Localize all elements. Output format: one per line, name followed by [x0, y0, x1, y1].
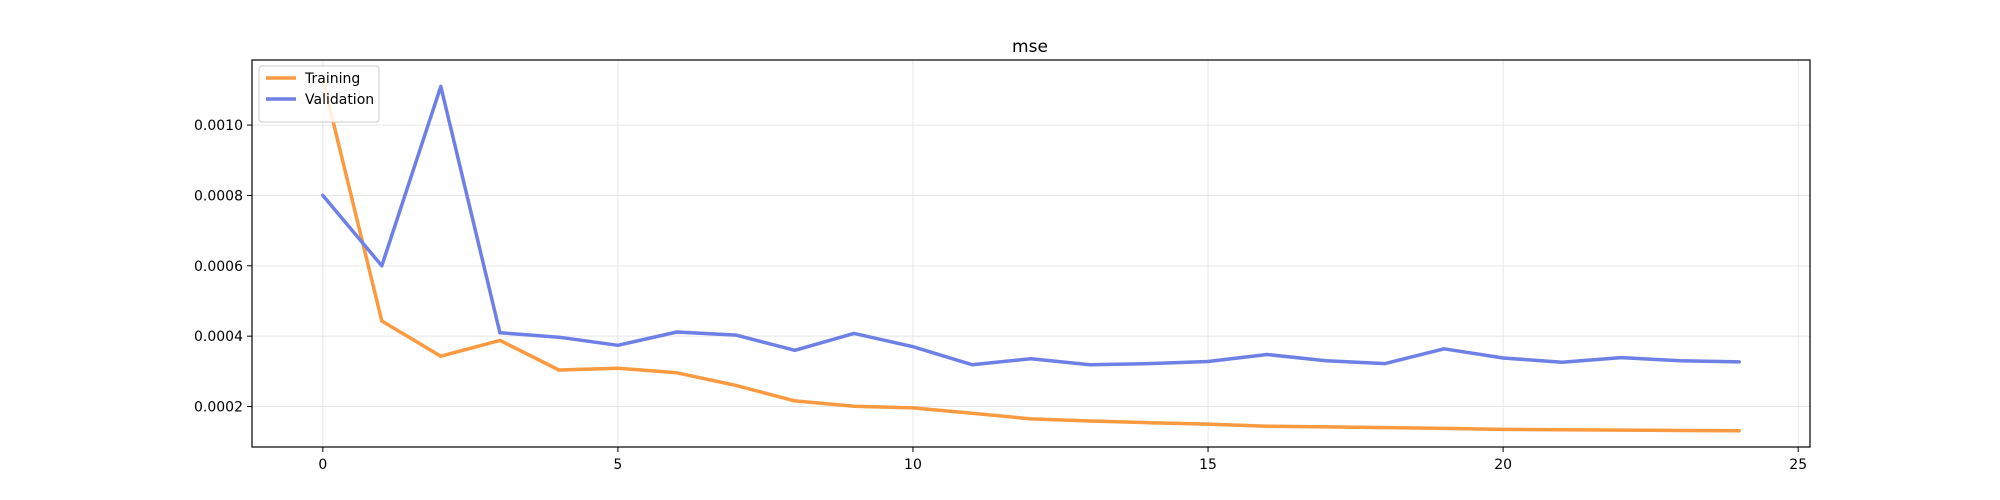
legend-box — [258, 65, 380, 123]
legend-label: Training — [304, 71, 360, 87]
y-tick-label: 0.0006 — [194, 259, 243, 275]
x-tick-label: 20 — [1494, 457, 1512, 473]
series-line-training — [321, 77, 1741, 433]
legend-label: Validation — [305, 92, 374, 108]
plot-frame — [251, 59, 1811, 448]
y-tick-label: 0.0004 — [194, 329, 243, 345]
x-tick-label: 10 — [904, 457, 922, 473]
grid — [252, 60, 1810, 447]
series-line-validation — [321, 84, 1741, 367]
legend: Training Validation — [258, 65, 380, 123]
series-lines — [321, 77, 1741, 433]
x-axis-ticks: 0 5 10 15 20 25 — [318, 447, 1807, 473]
y-tick-label: 0.0008 — [194, 188, 243, 204]
y-tick-label: 0.0010 — [194, 118, 243, 134]
x-tick-label: 15 — [1199, 457, 1217, 473]
x-tick-label: 25 — [1789, 457, 1807, 473]
chart-title: mse — [1012, 37, 1048, 57]
x-tick-label: 5 — [613, 457, 622, 473]
y-axis-ticks: 0.0002 0.0004 0.0006 0.0008 0.0010 — [194, 118, 252, 416]
x-tick-label: 0 — [318, 457, 327, 473]
y-tick-label: 0.0002 — [194, 400, 243, 416]
